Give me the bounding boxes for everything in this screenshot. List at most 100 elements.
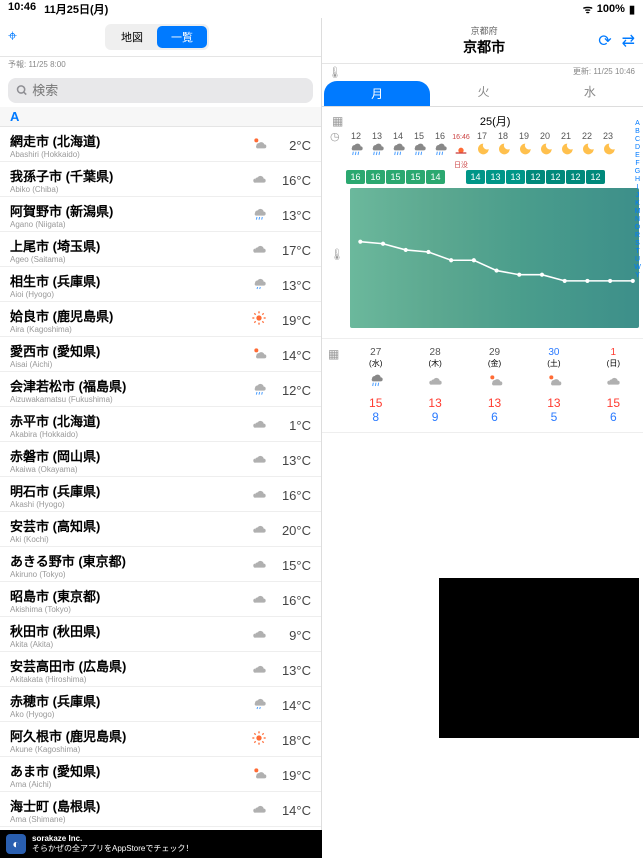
daily-low: 6: [588, 410, 639, 424]
city-row[interactable]: 愛西市 (愛知県)Aisai (Aichi)14°C: [0, 337, 321, 372]
daily-high: 15: [588, 396, 639, 410]
city-temp: 12°C: [277, 383, 311, 398]
hour-label: 13: [367, 131, 387, 141]
daily-weather-icon: [588, 372, 639, 393]
weather-icon: [251, 380, 267, 401]
city-name-jp: 安芸市 (高知県): [10, 516, 251, 535]
city-list[interactable]: 網走市 (北海道)Abashiri (Hokkaido)2°C我孫子市 (千葉県…: [0, 127, 321, 858]
hour-label: 15: [409, 131, 429, 141]
daily-low: 9: [409, 410, 460, 424]
search-icon: [16, 84, 28, 97]
city-row[interactable]: 安芸市 (高知県)Aki (Kochi)20°C: [0, 512, 321, 547]
weather-icon: [251, 205, 267, 226]
city-row[interactable]: 赤平市 (北海道)Akabira (Hokkaido)1°C: [0, 407, 321, 442]
city-name-en: Ageo (Saitama): [10, 255, 251, 264]
city-row[interactable]: 姶良市 (鹿児島県)Aira (Kagoshima)19°C: [0, 302, 321, 337]
daily-low: 6: [469, 410, 520, 424]
search-bar[interactable]: [8, 78, 313, 103]
day-tab[interactable]: 水: [537, 79, 643, 106]
view-segmented-control[interactable]: 地図 一覧: [105, 24, 209, 50]
temp-badge: 16: [346, 170, 365, 184]
daily-column: 29(金)136: [469, 347, 520, 424]
weather-icon: [251, 660, 267, 681]
hour-label: 20: [535, 131, 555, 141]
hourly-forecast: ▦ 25(月) ◷ 121314151616:4617181920212223 …: [322, 107, 643, 339]
city-name-en: Abashiri (Hokkaido): [10, 150, 251, 159]
hourly-weather-icon: [409, 141, 429, 170]
city-row[interactable]: 安芸高田市 (広島県)Akitakata (Hiroshima)13°C: [0, 652, 321, 687]
temp-badge: 13: [486, 170, 505, 184]
city-temp: 15°C: [277, 558, 311, 573]
settings-icon[interactable]: ⇄: [622, 31, 635, 51]
city-name-jp: 秋田市 (秋田県): [10, 621, 251, 640]
city-title: 京都市: [370, 37, 598, 57]
city-name-jp: 赤穂市 (兵庫県): [10, 691, 251, 710]
temp-badge: 15: [386, 170, 405, 184]
weather-icon: [251, 590, 267, 611]
temp-badge: 12: [526, 170, 545, 184]
weather-icon: [251, 730, 267, 751]
daily-column: 30(土)135: [528, 347, 579, 424]
status-date: 11月25日(月): [44, 1, 108, 17]
city-row[interactable]: 阿賀野市 (新潟県)Agano (Niigata)13°C: [0, 197, 321, 232]
segment-list[interactable]: 一覧: [157, 26, 207, 48]
day-tabs[interactable]: 月火水: [322, 79, 643, 107]
city-row[interactable]: あま市 (愛知県)Ama (Aichi) 19°C: [0, 757, 321, 792]
city-row[interactable]: 昭島市 (東京都)Akishima (Tokyo)16°C: [0, 582, 321, 617]
city-name-en: Aizuwakamatsu (Fukushima): [10, 395, 251, 404]
city-list-panel: ⌖ 地図 一覧 予報: 11/25 8:00 A 網走市 (北海道)Abashi…: [0, 18, 322, 858]
city-row[interactable]: 秋田市 (秋田県)Akita (Akita)9°C: [0, 617, 321, 652]
battery-icon: ▮: [629, 3, 635, 16]
daily-dow: (日): [588, 358, 639, 369]
city-row[interactable]: 赤穂市 (兵庫県)Ako (Hyogo)14°C: [0, 687, 321, 722]
calendar-icon: ▦: [332, 114, 343, 128]
city-row[interactable]: 相生市 (兵庫県)Aioi (Hyogo)13°C: [0, 267, 321, 302]
hourly-date: 25(月): [347, 111, 643, 131]
city-name-jp: 愛西市 (愛知県): [10, 341, 251, 360]
banner-title: sorakaze Inc.: [32, 834, 193, 844]
search-input[interactable]: [32, 83, 305, 98]
city-temp: 1°C: [277, 418, 311, 433]
city-name-jp: 阿賀野市 (新潟県): [10, 201, 251, 220]
refresh-icon[interactable]: ⟳: [598, 31, 611, 51]
daily-high: 13: [528, 396, 579, 410]
day-tab[interactable]: 火: [430, 79, 536, 106]
city-row[interactable]: 明石市 (兵庫県)Akashi (Hyogo)16°C: [0, 477, 321, 512]
temp-badge: 15: [406, 170, 425, 184]
hour-label: 17: [472, 131, 492, 141]
location-icon[interactable]: ⌖: [8, 28, 17, 46]
hourly-weather-icon: [472, 141, 492, 170]
segment-map[interactable]: 地図: [107, 26, 157, 48]
wifi-icon: ᯤ: [583, 2, 593, 17]
city-row[interactable]: 網走市 (北海道)Abashiri (Hokkaido)2°C: [0, 127, 321, 162]
hourly-weather-icon: [346, 141, 366, 170]
city-row[interactable]: 会津若松市 (福島県)Aizuwakamatsu (Fukushima)12°C: [0, 372, 321, 407]
city-temp: 18°C: [277, 733, 311, 748]
city-row[interactable]: あきる野市 (東京都)Akiruno (Tokyo)15°C: [0, 547, 321, 582]
city-row[interactable]: 赤磐市 (岡山県)Akaiwa (Okayama)13°C: [0, 442, 321, 477]
weather-icon: [251, 695, 267, 716]
promo-banner[interactable]: ◐ sorakaze Inc. そらかぜの全アプリをAppStoreでチェック！: [0, 830, 322, 858]
hour-label: 22: [577, 131, 597, 141]
weather-icon: [251, 485, 267, 506]
city-temp: 19°C: [277, 768, 311, 783]
city-temp: 14°C: [277, 698, 311, 713]
city-name-jp: あま市 (愛知県): [10, 761, 251, 780]
city-row[interactable]: 阿久根市 (鹿児島県)Akune (Kagoshima)18°C: [0, 722, 321, 757]
weather-icon: [251, 520, 267, 541]
city-name-jp: 相生市 (兵庫県): [10, 271, 251, 290]
city-name-en: Ama (Aichi): [10, 780, 251, 789]
temp-badge: 14: [426, 170, 445, 184]
hourly-weather-icon: [535, 141, 555, 170]
city-row[interactable]: 上尾市 (埼玉県)Ageo (Saitama)17°C: [0, 232, 321, 267]
city-name-en: Akashi (Hyogo): [10, 500, 251, 509]
city-temp: 17°C: [277, 243, 311, 258]
hour-label: 19: [514, 131, 534, 141]
city-row[interactable]: 我孫子市 (千葉県)Abiko (Chiba)16°C: [0, 162, 321, 197]
weather-icon: [251, 450, 267, 471]
status-time: 10:46: [8, 1, 36, 17]
city-row[interactable]: 海士町 (島根県)Ama (Shimane)14°C: [0, 792, 321, 827]
hourly-weather-icon: [514, 141, 534, 170]
day-tab[interactable]: 月: [324, 81, 430, 106]
weather-icon: [251, 555, 267, 576]
